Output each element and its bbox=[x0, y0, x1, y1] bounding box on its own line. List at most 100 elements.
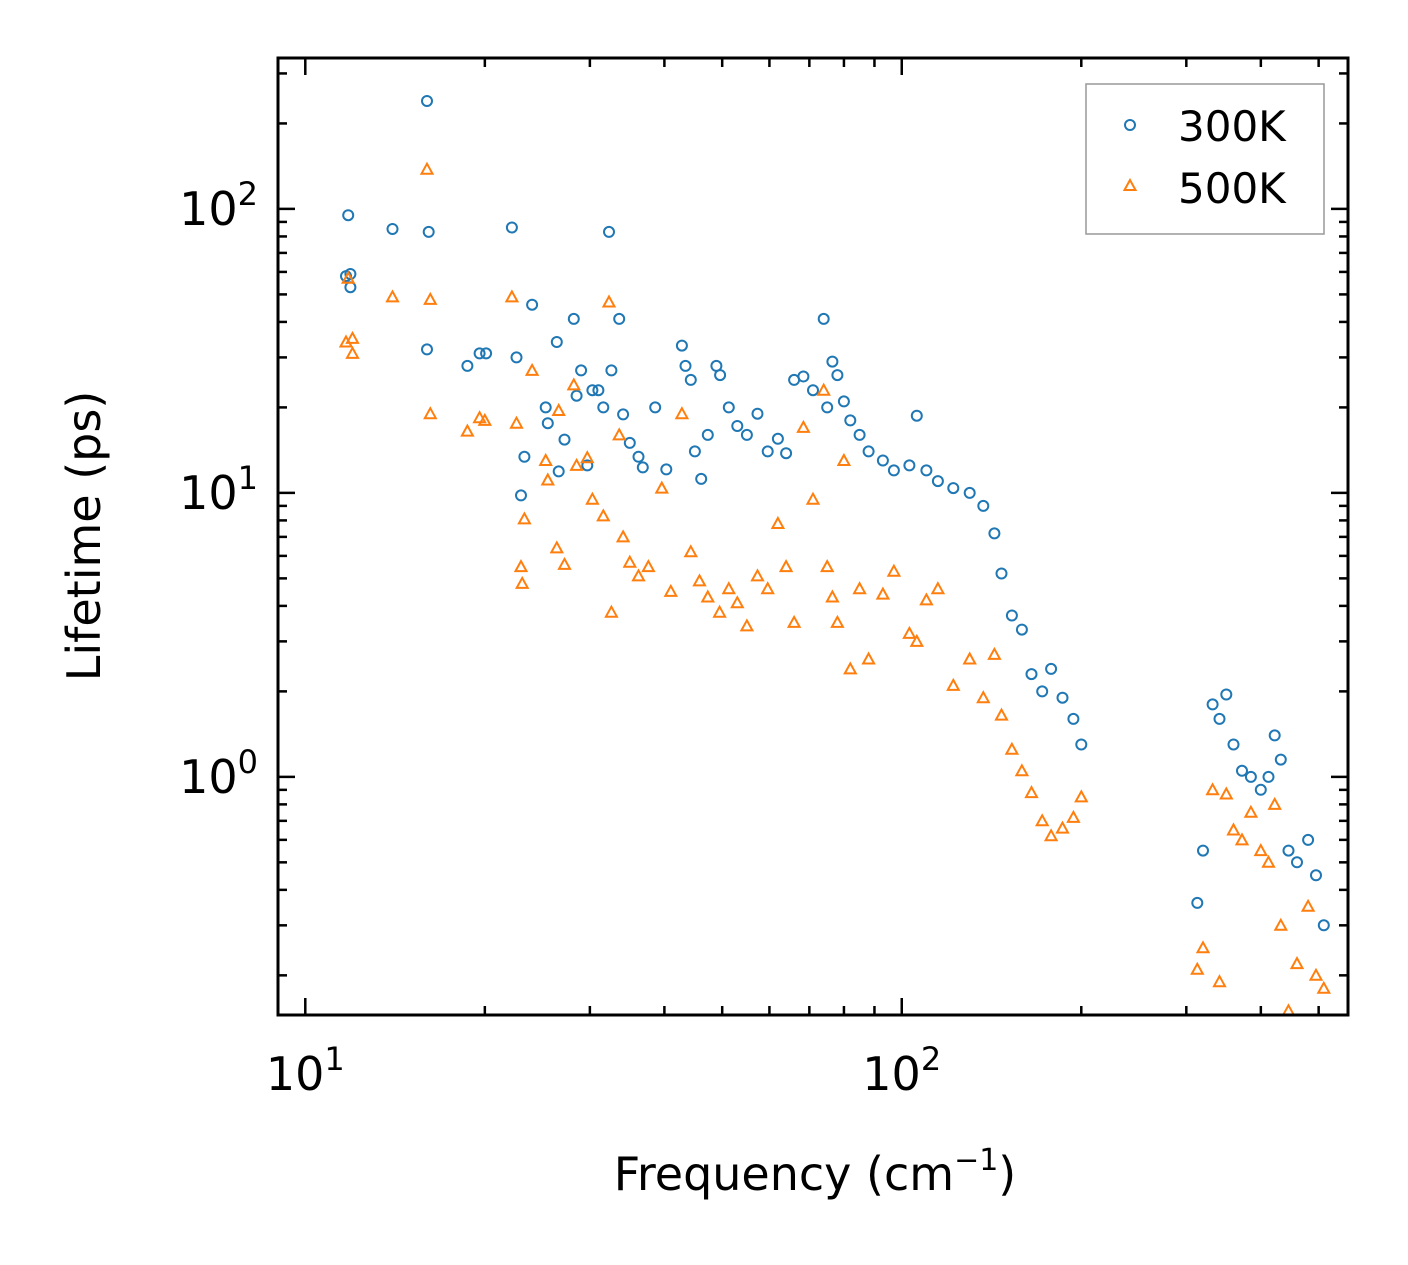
data-point-500k bbox=[1219, 786, 1234, 800]
data-point-300k bbox=[344, 268, 357, 280]
data-point-500k bbox=[631, 568, 646, 582]
data-point-500k bbox=[515, 575, 530, 589]
data-point-300k bbox=[963, 486, 976, 499]
data-point-300k bbox=[1056, 691, 1069, 704]
data-point-500k bbox=[1004, 741, 1020, 755]
data-point-300k bbox=[1036, 685, 1049, 698]
y-tick-exponent: 1 bbox=[238, 459, 258, 497]
data-point-300k bbox=[1310, 869, 1322, 882]
legend-label-300k: 300K bbox=[1178, 102, 1287, 151]
legend-box bbox=[1085, 83, 1325, 235]
data-point-500k bbox=[1035, 813, 1050, 827]
y-tick-exponent: 2 bbox=[238, 175, 258, 213]
data-point-500k bbox=[852, 581, 867, 595]
data-point-300k bbox=[649, 401, 662, 414]
data-point-500k bbox=[524, 362, 540, 376]
data-point-300k bbox=[1213, 712, 1226, 725]
data-point-500k bbox=[902, 625, 917, 639]
data-point-300k bbox=[1236, 764, 1248, 777]
data-point-500k bbox=[385, 289, 400, 303]
data-point-500k bbox=[739, 618, 755, 632]
data-point-300k bbox=[1005, 609, 1018, 622]
data-points bbox=[338, 95, 1331, 1017]
data-point-300k bbox=[977, 499, 990, 512]
data-point-300k bbox=[920, 464, 933, 477]
data-point-300k bbox=[1291, 856, 1303, 869]
data-point-300k bbox=[421, 343, 433, 356]
data-point-300k bbox=[539, 401, 552, 414]
data-point-500k bbox=[843, 661, 858, 675]
data-point-300k bbox=[1268, 729, 1281, 742]
data-point-300k bbox=[515, 489, 527, 502]
data-point-300k bbox=[797, 370, 810, 383]
data-point-500k bbox=[1014, 763, 1030, 777]
data-point-300k bbox=[1025, 668, 1038, 681]
data-point-300k bbox=[1197, 844, 1209, 857]
data-point-500k bbox=[805, 491, 821, 505]
data-point-300k bbox=[910, 409, 923, 422]
data-point-300k bbox=[518, 450, 531, 463]
data-point-300k bbox=[605, 364, 618, 377]
data-point-500k bbox=[601, 294, 617, 308]
data-point-300k bbox=[887, 464, 900, 477]
data-point-500k bbox=[585, 491, 600, 505]
data-point-500k bbox=[663, 583, 678, 597]
data-point-500k bbox=[820, 559, 835, 573]
data-point-500k bbox=[1195, 940, 1211, 954]
y-tick-label: 102 bbox=[179, 175, 258, 236]
series-500k bbox=[338, 161, 1331, 1017]
data-point-500k bbox=[1316, 980, 1331, 994]
data-point-300k bbox=[688, 445, 701, 458]
data-point-500k bbox=[962, 651, 977, 665]
legend-marker-500k bbox=[1122, 177, 1138, 191]
data-point-500k bbox=[1234, 832, 1250, 846]
data-point-500k bbox=[875, 586, 891, 600]
data-point-500k bbox=[909, 633, 924, 647]
data-point-300k bbox=[1302, 833, 1315, 846]
data-point-500k bbox=[557, 556, 572, 570]
data-point-300k bbox=[903, 459, 916, 472]
data-point-300k bbox=[1262, 770, 1275, 783]
data-point-300k bbox=[567, 312, 580, 325]
data-point-500k bbox=[1024, 785, 1039, 799]
data-point-500k bbox=[683, 544, 698, 558]
data-point-300k bbox=[570, 389, 583, 402]
data-point-500k bbox=[836, 452, 852, 466]
data-point-300k bbox=[581, 459, 594, 472]
data-point-500k bbox=[612, 427, 627, 441]
data-point-500k bbox=[976, 690, 991, 704]
data-point-500k bbox=[712, 604, 727, 618]
data-point-300k bbox=[853, 428, 866, 441]
data-point-500k bbox=[919, 592, 934, 606]
data-point-300k bbox=[623, 436, 636, 449]
data-point-500k bbox=[778, 559, 794, 573]
data-point-500k bbox=[1253, 843, 1268, 857]
data-point-300k bbox=[771, 432, 784, 445]
data-point-500k bbox=[509, 415, 524, 429]
data-point-500k bbox=[1261, 854, 1276, 868]
data-point-500k bbox=[770, 515, 786, 529]
data-point-500k bbox=[1289, 956, 1305, 970]
data-point-500k bbox=[423, 291, 438, 305]
y-tick-exponent: 0 bbox=[238, 743, 258, 781]
x-tick-base: 10 bbox=[266, 1047, 325, 1101]
y-tick-label: 100 bbox=[179, 743, 258, 804]
plot-frame bbox=[276, 56, 1350, 1017]
data-point-500k bbox=[750, 568, 765, 582]
data-point-500k bbox=[341, 270, 356, 284]
data-point-500k bbox=[472, 410, 487, 424]
x-axis-label-close: ) bbox=[998, 1147, 1016, 1201]
data-point-500k bbox=[730, 595, 745, 609]
legend: 300K 500K bbox=[1085, 83, 1325, 235]
data-point-300k bbox=[421, 95, 433, 107]
data-point-500k bbox=[861, 651, 876, 665]
data-point-500k bbox=[760, 581, 775, 595]
data-point-300k bbox=[1045, 662, 1058, 675]
data-point-300k bbox=[1191, 896, 1204, 909]
data-point-500k bbox=[604, 604, 619, 618]
data-point-300k bbox=[473, 347, 486, 360]
data-point-500k bbox=[622, 554, 637, 568]
data-point-300k bbox=[422, 225, 435, 238]
y-tick-base: 10 bbox=[179, 750, 238, 804]
data-point-500k bbox=[549, 540, 564, 554]
